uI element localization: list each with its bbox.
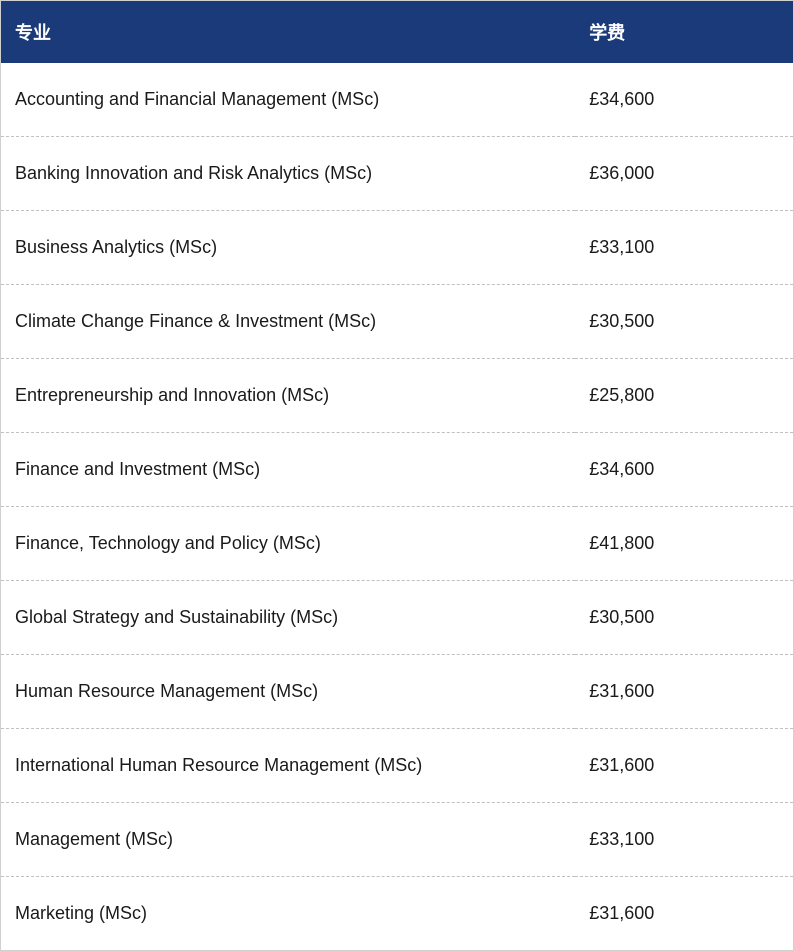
table-row: Accounting and Financial Management (MSc… (1, 63, 793, 137)
table-row: Banking Innovation and Risk Analytics (M… (1, 137, 793, 211)
table-row: Entrepreneurship and Innovation (MSc) £2… (1, 359, 793, 433)
fee-cell: £33,100 (575, 803, 793, 877)
fee-cell: £34,600 (575, 433, 793, 507)
table-body: Accounting and Financial Management (MSc… (1, 63, 793, 950)
fee-cell: £34,600 (575, 63, 793, 137)
fee-cell: £33,100 (575, 211, 793, 285)
program-cell: Banking Innovation and Risk Analytics (M… (1, 137, 575, 211)
table-row: Business Analytics (MSc) £33,100 (1, 211, 793, 285)
tuition-table: 专业 学费 Accounting and Financial Managemen… (1, 1, 793, 950)
program-cell: Marketing (MSc) (1, 877, 575, 951)
program-cell: Entrepreneurship and Innovation (MSc) (1, 359, 575, 433)
table-row: Finance and Investment (MSc) £34,600 (1, 433, 793, 507)
table-row: Management (MSc) £33,100 (1, 803, 793, 877)
table-header-row: 专业 学费 (1, 1, 793, 63)
fee-cell: £31,600 (575, 729, 793, 803)
tuition-table-container: 专业 学费 Accounting and Financial Managemen… (0, 0, 794, 951)
program-cell: Management (MSc) (1, 803, 575, 877)
program-cell: International Human Resource Management … (1, 729, 575, 803)
fee-cell: £25,800 (575, 359, 793, 433)
program-cell: Finance, Technology and Policy (MSc) (1, 507, 575, 581)
table-row: Human Resource Management (MSc) £31,600 (1, 655, 793, 729)
fee-cell: £31,600 (575, 655, 793, 729)
table-row: Finance, Technology and Policy (MSc) £41… (1, 507, 793, 581)
program-cell: Human Resource Management (MSc) (1, 655, 575, 729)
program-cell: Climate Change Finance & Investment (MSc… (1, 285, 575, 359)
fee-cell: £31,600 (575, 877, 793, 951)
column-header-fee: 学费 (575, 1, 793, 63)
program-cell: Finance and Investment (MSc) (1, 433, 575, 507)
table-row: Marketing (MSc) £31,600 (1, 877, 793, 951)
column-header-program: 专业 (1, 1, 575, 63)
program-cell: Global Strategy and Sustainability (MSc) (1, 581, 575, 655)
table-row: International Human Resource Management … (1, 729, 793, 803)
fee-cell: £36,000 (575, 137, 793, 211)
fee-cell: £41,800 (575, 507, 793, 581)
fee-cell: £30,500 (575, 285, 793, 359)
program-cell: Accounting and Financial Management (MSc… (1, 63, 575, 137)
table-row: Global Strategy and Sustainability (MSc)… (1, 581, 793, 655)
program-cell: Business Analytics (MSc) (1, 211, 575, 285)
table-row: Climate Change Finance & Investment (MSc… (1, 285, 793, 359)
fee-cell: £30,500 (575, 581, 793, 655)
